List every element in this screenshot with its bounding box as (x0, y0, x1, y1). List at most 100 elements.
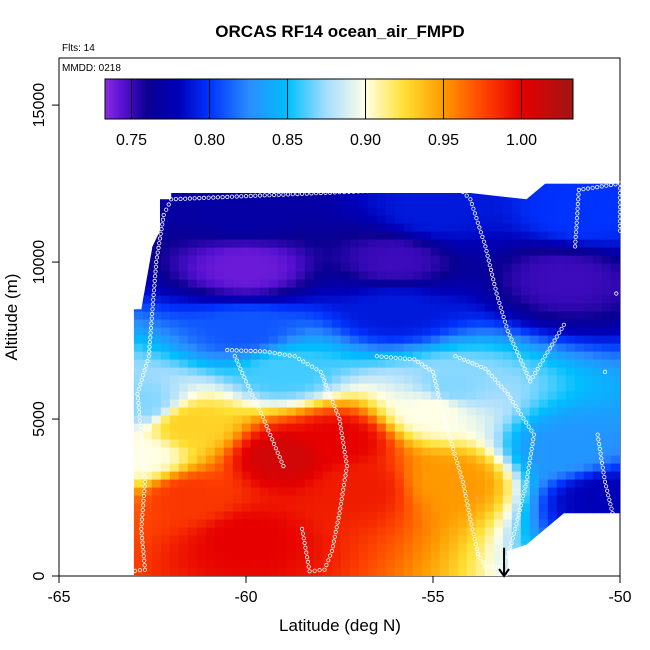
heatmap-cell (448, 559, 459, 569)
heatmap-cell (205, 215, 216, 225)
heatmap-cell (493, 279, 504, 289)
heatmap-cell (520, 511, 531, 521)
track-point (468, 517, 473, 522)
heatmap-cell (349, 311, 360, 321)
heatmap-cell (601, 311, 612, 321)
heatmap-cell (394, 223, 405, 233)
heatmap-cell (430, 391, 441, 401)
heatmap-cell (412, 295, 423, 305)
heatmap-cell (250, 335, 261, 345)
heatmap-cell (619, 271, 620, 281)
heatmap-cell (133, 455, 144, 465)
heatmap-cell (466, 367, 477, 377)
track-point (140, 540, 145, 545)
heatmap-cell (151, 335, 162, 345)
heatmap-cell (223, 271, 234, 281)
track-point (602, 479, 608, 484)
heatmap-cell (277, 495, 288, 505)
heatmap-cell (502, 311, 513, 321)
heatmap-cell (250, 223, 261, 233)
heatmap-cell (250, 439, 261, 449)
heatmap-cell (241, 535, 252, 545)
heatmap-cell (475, 399, 486, 409)
heatmap-cell (511, 471, 522, 481)
heatmap-cell (286, 391, 297, 401)
heatmap-cell (412, 215, 423, 225)
heatmap-cell (394, 479, 405, 489)
heatmap-cell (295, 511, 306, 521)
heatmap-cell (259, 199, 270, 209)
heatmap-cell (196, 503, 207, 513)
heatmap-cell (520, 303, 531, 313)
heatmap-cell (556, 503, 567, 513)
heatmap-cell (421, 551, 432, 561)
heatmap-cell (403, 279, 414, 289)
track-point (140, 451, 145, 456)
track-point (142, 470, 147, 475)
heatmap-cell (520, 519, 531, 529)
heatmap-cell (304, 455, 315, 465)
heatmap-cell (529, 199, 540, 209)
heatmap-cell (520, 199, 531, 209)
track-point (509, 540, 514, 546)
heatmap-cell (322, 479, 333, 489)
heatmap-cell (601, 287, 612, 297)
heatmap-cell (412, 399, 423, 409)
heatmap-cell (430, 223, 441, 233)
heatmap-cell (403, 311, 414, 321)
heatmap-cell (448, 503, 459, 513)
heatmap-cell (394, 287, 405, 297)
heatmap-cell (160, 223, 171, 233)
heatmap-cell (430, 359, 441, 369)
heatmap-cell (367, 463, 378, 473)
heatmap-cell (529, 471, 540, 481)
heatmap-cell (178, 399, 189, 409)
heatmap-cell (277, 367, 288, 377)
track-point (340, 435, 345, 440)
heatmap-cell (511, 255, 522, 265)
track-point (436, 392, 441, 397)
heatmap-cell (592, 271, 603, 281)
heatmap-cell (592, 495, 603, 505)
heatmap-cell (448, 519, 459, 529)
track-point (338, 501, 344, 506)
heatmap-cell (313, 319, 324, 329)
track-point (451, 186, 456, 191)
heatmap-cell (430, 423, 441, 433)
heatmap-cell (367, 391, 378, 401)
heatmap-cell (502, 303, 513, 313)
heatmap-cell (583, 359, 594, 369)
heatmap-cell (556, 207, 567, 217)
heatmap-cell (322, 319, 333, 329)
heatmap-cell (457, 367, 468, 377)
heatmap-cell (340, 511, 351, 521)
heatmap-cell (610, 191, 620, 201)
heatmap-cell (142, 439, 153, 449)
heatmap-cell (241, 527, 252, 537)
heatmap-cell (565, 415, 576, 425)
track-point (150, 307, 155, 312)
heatmap-cell (610, 471, 620, 481)
heatmap-cell (169, 223, 180, 233)
heatmap-cell (160, 247, 171, 257)
heatmap-cell (277, 271, 288, 281)
heatmap-cell (493, 559, 504, 569)
heatmap-cell (358, 287, 369, 297)
heatmap-cell (160, 239, 171, 249)
track-point (142, 479, 148, 484)
heatmap-cell (439, 543, 450, 553)
heatmap-cell (313, 487, 324, 497)
heatmap-cell (439, 359, 450, 369)
heatmap-cell (394, 415, 405, 425)
heatmap-cell (304, 351, 315, 361)
heatmap-cell (565, 287, 576, 297)
track-point (436, 186, 441, 191)
heatmap-cell (583, 327, 594, 337)
heatmap-cell (376, 551, 387, 561)
heatmap-cell (439, 327, 450, 337)
track-point (497, 300, 502, 305)
heatmap-cell (367, 239, 378, 249)
track-point (267, 193, 272, 198)
heatmap-cell (268, 375, 279, 385)
heatmap-cell (259, 223, 270, 233)
